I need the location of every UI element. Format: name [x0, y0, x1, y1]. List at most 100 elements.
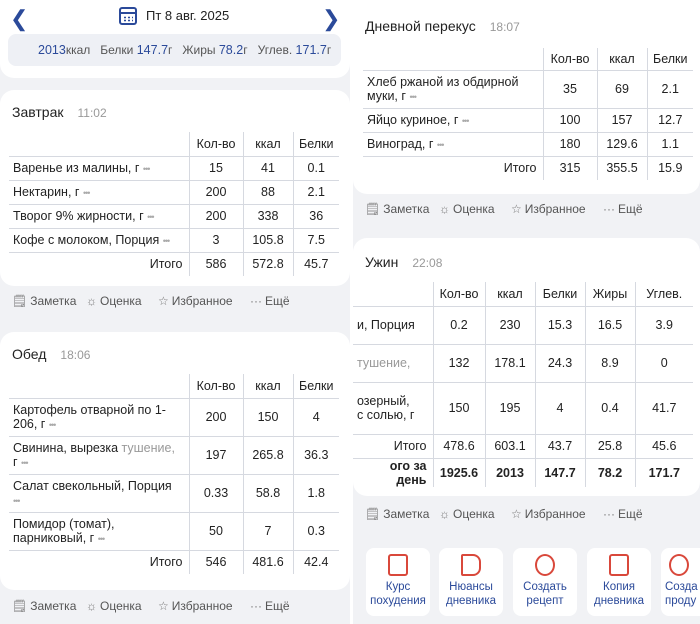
food-name-cont: муки, г	[367, 89, 406, 103]
table-row[interactable]: Варенье из малины, г ••• 15 41 0.1	[9, 156, 339, 181]
calendar-icon[interactable]	[119, 7, 137, 25]
rate-button[interactable]: ☼ Оценка	[86, 294, 142, 308]
meal-name: Дневной перекус	[365, 18, 476, 34]
cell-qty: 0.33	[189, 474, 244, 513]
lightbulb-icon: ☼	[86, 599, 97, 613]
favorite-button[interactable]: ☆ Избранное	[158, 294, 233, 308]
more-dots-icon[interactable]: •••	[461, 116, 470, 126]
rate-label: Оценка	[100, 294, 142, 308]
total-qty: 586	[189, 252, 244, 276]
total-protein: 15.9	[658, 161, 683, 176]
cell-kcal: 69	[597, 70, 648, 109]
more-dots-icon[interactable]: •••	[48, 420, 57, 430]
table-row[interactable]: Нектарин, г ••• 200 88 2.1	[9, 180, 339, 205]
weight-loss-course-button[interactable]: Курс похудения	[366, 548, 430, 616]
breakfast-actions: 🗒 Заметка ☼ Оценка ☆ Избранное ··· Ещё	[0, 286, 350, 316]
cell-kcal: 150	[243, 398, 294, 437]
rate-button[interactable]: ☼ Оценка	[439, 202, 495, 216]
table-row[interactable]: озерный, с солью, г 150 195 4 0.4 41.7	[353, 382, 693, 435]
next-day-icon[interactable]: ❯	[322, 6, 341, 31]
food-name: и, Порция	[357, 318, 415, 332]
cell-kcal: 88	[243, 180, 294, 205]
total-qty: 478.6	[433, 434, 486, 459]
prev-day-icon[interactable]: ❮	[10, 6, 29, 31]
summary-kcal-unit: ккал	[65, 43, 91, 57]
more-button[interactable]: ··· Ещё	[250, 294, 290, 308]
rate-button[interactable]: ☼ Оценка	[439, 507, 495, 521]
star-icon: ☆	[158, 294, 169, 308]
total-kcal: 481.6	[243, 550, 294, 574]
more-dots-icon[interactable]: •••	[97, 534, 106, 544]
more-dots-icon[interactable]: •••	[142, 164, 151, 174]
more-button[interactable]: ··· Ещё	[603, 507, 643, 521]
more-dots-icon[interactable]: •••	[13, 496, 21, 506]
dinner-actions: 🗒 Заметка ☼ Оценка ☆ Избранное ··· Ещё	[353, 499, 700, 529]
cell-protein: 24.3	[535, 344, 586, 383]
table-row[interactable]: Виноград, г ••• 180 129.6 1.1	[363, 132, 693, 157]
create-recipe-button[interactable]: Создать рецепт	[513, 548, 577, 616]
table-row[interactable]: Хлеб ржаной из обдирной муки, г ••• 35 69…	[363, 70, 693, 109]
note-icon: 🗒	[12, 294, 28, 308]
rate-button[interactable]: ☼ Оценка	[86, 599, 142, 613]
course-icon	[388, 554, 408, 576]
note-button[interactable]: 🗒 Заметка	[365, 507, 429, 521]
diary-tips-button[interactable]: Нюансы дневника	[439, 548, 503, 616]
current-date[interactable]: Пт 8 авг. 2025	[146, 8, 230, 23]
col-protein: Белки	[647, 48, 693, 71]
star-icon: ☆	[511, 202, 522, 216]
table-row[interactable]: Кофе с молоком, Порция ••• 3 105.8 7.5	[9, 228, 339, 253]
favorite-button[interactable]: ☆ Избранное	[511, 507, 586, 521]
table-row[interactable]: тушение, 132 178.1 24.3 8.9 0	[353, 344, 693, 383]
cell-qty: 200	[189, 204, 244, 229]
table-row[interactable]: Яйцо куриное, г ••• 100 157 12.7	[363, 108, 693, 133]
rate-label: Оценка	[453, 202, 495, 216]
table-row[interactable]: Помидор (томат), парниковый, г ••• 50 7 0…	[9, 512, 339, 551]
food-name: Свинина, вырезка	[13, 441, 119, 455]
more-dots-icon[interactable]: •••	[162, 236, 171, 246]
panel-divider	[350, 0, 353, 624]
total-label: Итого	[9, 252, 190, 276]
note-label: Заметка	[383, 202, 430, 216]
more-dots-icon[interactable]: •••	[21, 458, 29, 468]
cell-kcal: 129.6	[597, 132, 648, 157]
col-qty: Кол-во	[189, 374, 244, 399]
cell-qty: 200	[189, 180, 244, 205]
more-dots-icon[interactable]: •••	[82, 188, 91, 198]
create-product-button[interactable]: Созда проду	[661, 548, 700, 616]
dinner-table: Кол-во ккал Белки Жиры Углев. и, Порция …	[353, 282, 693, 487]
day-total-protein: 147.7	[535, 458, 586, 487]
favorite-button[interactable]: ☆ Избранное	[158, 599, 233, 613]
cell-kcal: 178.1	[485, 344, 536, 383]
table-row[interactable]: Творог 9% жирности, г ••• 200 338 36	[9, 204, 339, 229]
cell-protein: 7.5	[293, 228, 339, 253]
more-button[interactable]: ··· Ещё	[603, 202, 643, 216]
more-dots-icon[interactable]: •••	[436, 140, 445, 150]
table-row[interactable]: и, Порция 0.2 230 15.3 16.5 3.9	[353, 306, 693, 345]
summary-fat-value: 78.2	[218, 43, 244, 57]
cell-kcal: 105.8	[243, 228, 294, 253]
cell-protein: 1.8	[293, 474, 339, 513]
food-name: Творог 9% жирности, г	[13, 209, 144, 223]
col-fat: Жиры	[585, 282, 636, 307]
button-label-cont: дневника	[593, 595, 645, 607]
table-row[interactable]: Салат свекольный, Порция ••• 0.33 58.8 1.…	[9, 474, 339, 513]
more-dots-icon[interactable]: •••	[147, 212, 155, 222]
meal-title: Дневной перекус 18:07	[365, 18, 520, 34]
table-row[interactable]: Свинина, вырезка тушение, г ••• 197 265.8…	[9, 436, 339, 475]
note-button[interactable]: 🗒 Заметка	[12, 599, 76, 613]
total-fat: 25.8	[585, 434, 636, 459]
more-button[interactable]: ··· Ещё	[250, 599, 290, 613]
summary-fat-unit: г	[243, 43, 248, 57]
more-label: Ещё	[618, 507, 643, 521]
favorite-button[interactable]: ☆ Избранное	[511, 202, 586, 216]
cell-protein: 0.1	[293, 156, 339, 181]
cooking-method: тушение,	[121, 441, 175, 455]
food-name: Салат свекольный, Порция	[13, 479, 172, 493]
copy-diary-button[interactable]: Копия дневника	[587, 548, 651, 616]
cell-qty: 3	[189, 228, 244, 253]
summary-protein-unit: г	[168, 43, 173, 57]
table-row[interactable]: Картофель отварной по 1- 206, г ••• 200 1…	[9, 398, 339, 437]
note-button[interactable]: 🗒 Заметка	[12, 294, 76, 308]
more-dots-icon[interactable]: •••	[409, 92, 417, 102]
note-button[interactable]: 🗒 Заметка	[365, 202, 429, 216]
